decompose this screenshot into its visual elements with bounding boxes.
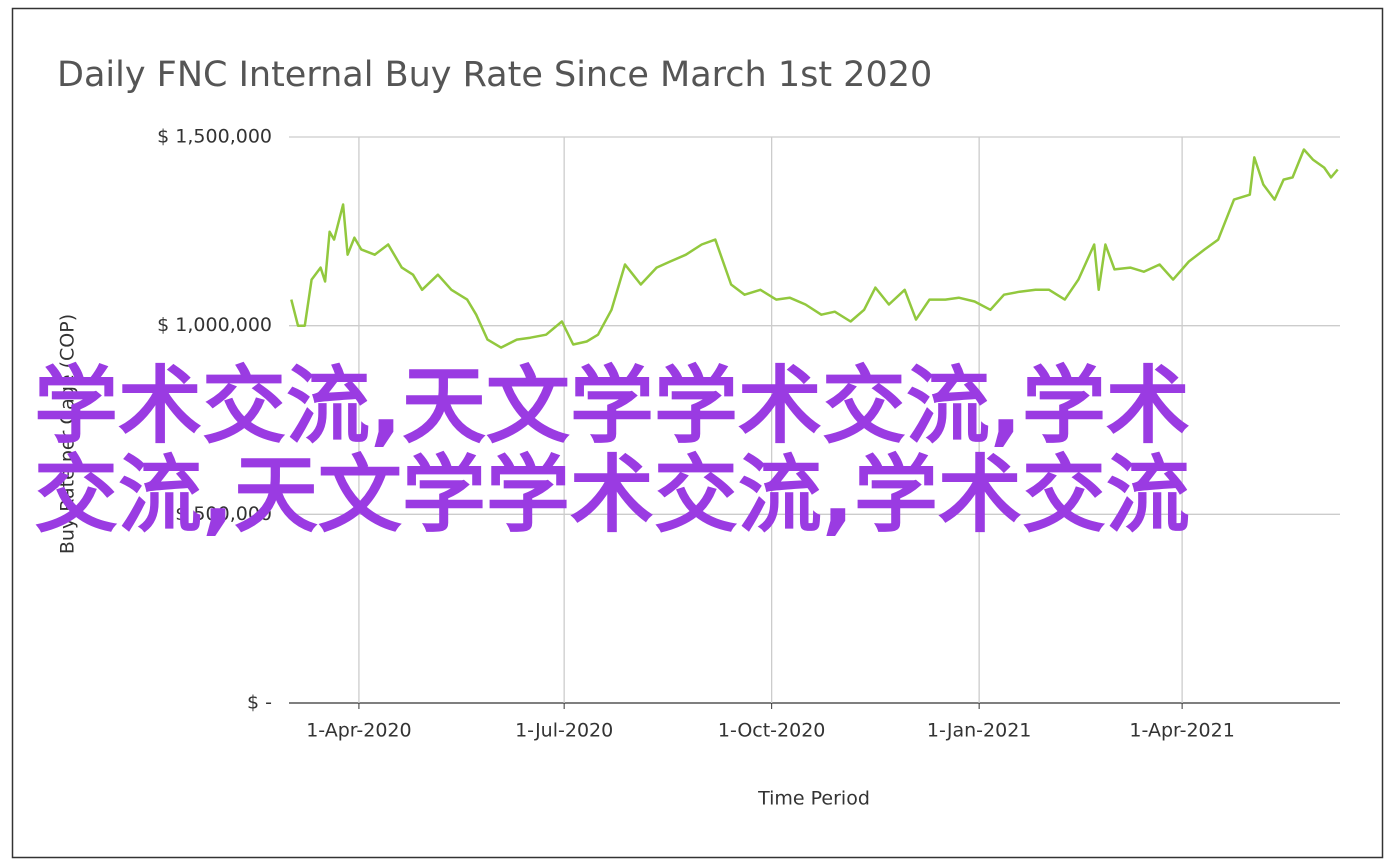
y-tick-label: $ 1,500,000 [157,126,272,148]
y-tick-label: $ - [247,692,272,714]
x-tick-label: 1-Apr-2020 [306,720,411,742]
watermark: 学术交流,天文学学术交流,学术 [34,357,1190,455]
y-tick-label: $ 500,000 [175,503,272,525]
watermark: 交流,天文学学术交流,学术交流 [34,446,1190,544]
plot-area: $ - $ 500,000 $ 1,000,000 $ 1,500,000 1-Apr-… [157,126,1340,742]
x-tick-label: 1-Jan-2021 [927,720,1032,742]
y-axis-label: Buy Rate per Gage (COP) [57,314,79,554]
x-tick-label: 1-Jul-2020 [515,720,613,742]
chart-title: Daily FNC Internal Buy Rate Since March … [57,55,932,95]
data-line [290,148,1339,349]
x-tick-label: 1-Apr-2021 [1129,720,1234,742]
y-tick-label: $ 1,000,000 [157,314,272,336]
x-tick-label: 1-Oct-2020 [718,720,826,742]
x-axis-label: Time Period [757,788,870,810]
chart-frame [11,7,1384,859]
